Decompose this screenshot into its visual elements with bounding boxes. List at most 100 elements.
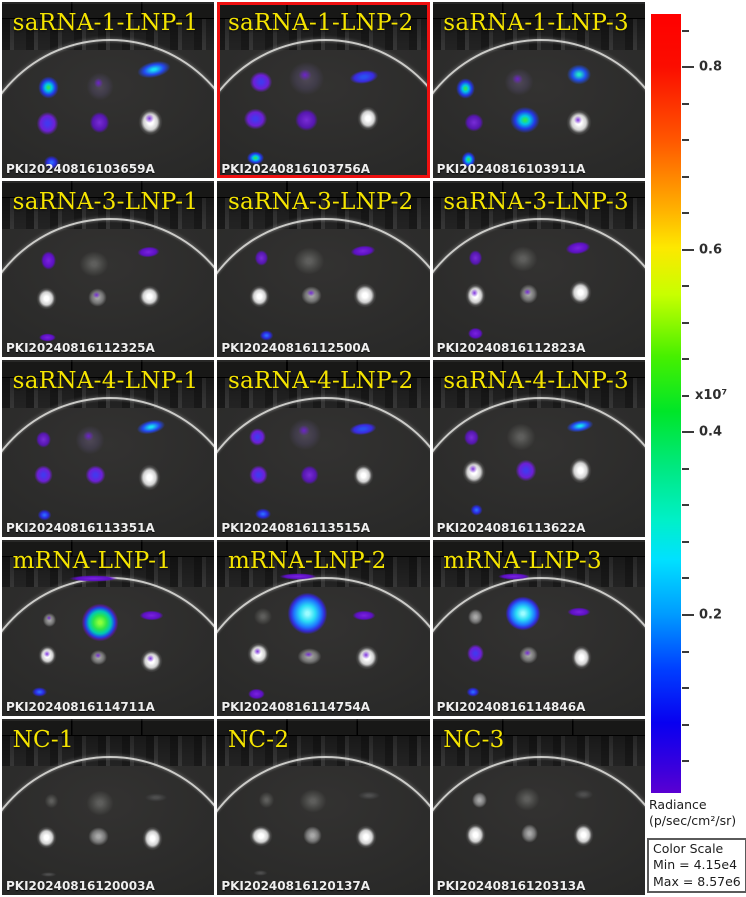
acquisition-code: PKI20240816103659A: [6, 162, 155, 177]
organ-signals: [433, 719, 645, 895]
colorbar-sidebar: 0.2 0.4 0.6 0.8 x10⁷ Radiance (p/sec/cm²/sr…: [645, 0, 746, 897]
panel-label: saRNA-4-LNP-1: [12, 368, 199, 395]
acquisition-code: PKI20240816114711A: [6, 699, 155, 714]
image-panel-nc-1[interactable]: NC-1 PKI20240816120003A: [2, 718, 215, 895]
colorbar-tick: [682, 614, 694, 616]
signal-blob-white: [249, 285, 271, 309]
image-panel-mrna-lnp-3[interactable]: mRNA-LNP-3 PKI20240816114846A: [432, 539, 645, 716]
signal-blob-dark-lit: [84, 789, 115, 818]
signal-blob-dark-purple: [502, 67, 535, 98]
signal-blob-cyan-big: [504, 595, 541, 632]
signal-blob-purple: [291, 105, 322, 135]
panel-label: saRNA-4-LNP-3: [443, 368, 629, 395]
signal-blob-purple-blue: [513, 457, 539, 484]
dish-arc: [217, 576, 430, 716]
signal-blob-dark: [40, 872, 58, 878]
organ-signals: [217, 719, 429, 895]
panel-label: NC-2: [227, 726, 290, 753]
signal-blob-white: [142, 826, 164, 851]
signal-blob-dark: [253, 870, 269, 876]
image-panel-mrna-lnp-2[interactable]: mRNA-LNP-2 PKI20240816114754A: [217, 539, 430, 716]
image-panel-mrna-lnp-1[interactable]: mRNA-LNP-1 PKI20240816114711A: [2, 539, 215, 716]
signal-blob-blue-cyan: [564, 61, 595, 87]
organ-signals: [217, 181, 429, 357]
signal-blob-blue: [257, 329, 275, 342]
signal-blob-purple-blue: [82, 462, 109, 488]
signal-blob-purple-solid: [247, 687, 267, 700]
signal-blob-purple-solid: [65, 574, 121, 582]
organ-signals: [433, 540, 645, 716]
signal-blob-gray: [302, 824, 324, 846]
image-panel-sarna-4-lnp-1[interactable]: saRNA-4-LNP-1 PKI20240816113351A: [2, 360, 215, 537]
colorbar-tick: [682, 66, 694, 69]
colorbar-tick-label: 0.6: [699, 242, 723, 258]
signal-blob-purple-blue: [464, 641, 486, 665]
signal-blob-blue-streak: [345, 66, 382, 88]
signal-blob-gray: [519, 822, 539, 844]
signal-blob-dark-lit: [504, 422, 537, 452]
signal-blob-cyan-big: [287, 592, 328, 635]
signal-blob-blue-green: [506, 104, 544, 136]
signal-blob-purple: [86, 109, 113, 136]
signal-blob-dark-purple: [74, 423, 107, 456]
signal-blob-purple-blue: [247, 462, 271, 488]
dish-arc: [2, 38, 215, 179]
signal-blob-gray-speck: [517, 645, 539, 665]
image-panel-sarna-1-lnp-3[interactable]: saRNA-1-LNP-3 PKI20240816103911A: [432, 2, 645, 179]
image-panel-sarna-3-lnp-2[interactable]: saRNA-3-LNP-2 PKI20240816112500A: [217, 181, 430, 358]
signal-blob-gray-speck: [86, 286, 109, 309]
signal-blob-white-speck: [462, 459, 486, 486]
signal-blob-white: [137, 464, 162, 491]
signal-blob-white: [570, 645, 592, 670]
signal-blob-dark-lit: [513, 785, 541, 813]
signal-blob-white-speck: [247, 641, 271, 667]
organ-signals: [217, 2, 429, 178]
sample-rack: [432, 539, 645, 588]
signal-blob-blue: [464, 685, 482, 699]
signal-blob-purple: [253, 248, 271, 268]
colorbar-tick: [682, 540, 689, 543]
sample-rack: [2, 181, 215, 229]
image-panel-nc-3[interactable]: NC-3 PKI20240816120313A: [432, 718, 645, 895]
signal-blob-cyan-streak: [132, 56, 176, 84]
signal-blob-dark-lit: [253, 606, 273, 626]
panel-label: saRNA-1-LNP-3: [443, 9, 629, 36]
sample-rack: [217, 360, 430, 408]
panel-label: saRNA-3-LNP-3: [443, 189, 629, 216]
panel-label: mRNA-LNP-2: [227, 547, 387, 574]
signal-blob-dark: [572, 789, 594, 800]
image-panel-sarna-1-lnp-2[interactable]: saRNA-1-LNP-2 PKI20240816103756A: [217, 2, 430, 179]
image-panel-sarna-3-lnp-1[interactable]: saRNA-3-LNP-1 PKI20240816112325A: [2, 181, 215, 358]
colorbar-tick-label: 0.8: [699, 59, 723, 75]
organ-signals: [433, 181, 645, 357]
signal-blob-purple-solid: [563, 239, 593, 258]
signal-blob-purple-solid: [351, 610, 377, 621]
dish-arc: [432, 38, 645, 179]
dish-arc: [432, 755, 645, 895]
signal-blob-gray: [86, 826, 111, 848]
colorbar-tick: [682, 29, 689, 32]
colorbar-tick: [682, 760, 689, 763]
sample-rack: [432, 360, 645, 408]
image-panel-sarna-3-lnp-3[interactable]: saRNA-3-LNP-3 PKI20240816112823A: [432, 181, 645, 358]
image-panel-sarna-1-lnp-1[interactable]: saRNA-1-LNP-1 PKI20240816103659A: [2, 2, 215, 179]
signal-blob-dark-lit: [506, 244, 539, 273]
signal-blob-white-speck: [464, 283, 486, 309]
signal-blob-dark: [357, 791, 381, 800]
dish-arc: [432, 397, 645, 537]
colorbar-tick: [682, 321, 689, 324]
signal-blob-white: [357, 105, 379, 131]
image-panel-sarna-4-lnp-2[interactable]: saRNA-4-LNP-2 PKI20240816113515A: [217, 360, 430, 537]
panel-label: saRNA-3-LNP-2: [227, 189, 414, 216]
signal-blob-white: [137, 285, 162, 309]
color-scale-title: Color Scale: [653, 841, 724, 856]
signal-blob-dark-lit: [298, 787, 328, 814]
acquisition-code: PKI20240816114846A: [436, 699, 586, 714]
image-panel-sarna-4-lnp-3[interactable]: saRNA-4-LNP-3 PKI20240816113622A: [432, 360, 645, 537]
image-panel-nc-2[interactable]: NC-2 PKI20240816120137A: [217, 718, 430, 895]
signal-blob-gray-speck: [89, 648, 109, 667]
colorbar-tick: [682, 175, 689, 178]
acquisition-code: PKI20240816113515A: [221, 520, 371, 535]
signal-blob-white: [572, 822, 594, 848]
signal-blob-blue: [468, 503, 484, 518]
